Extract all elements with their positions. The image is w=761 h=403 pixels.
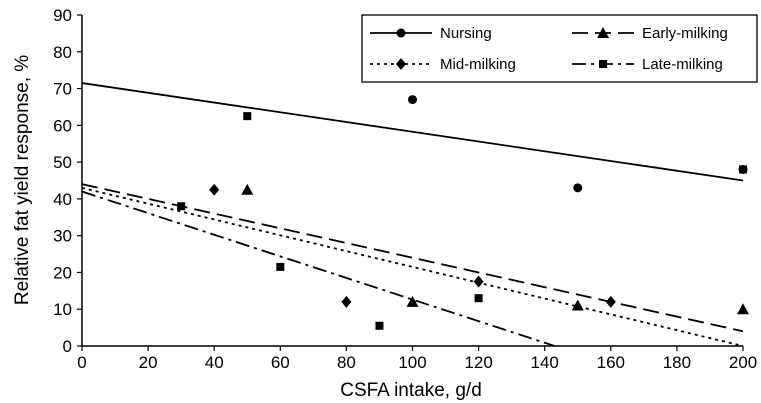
legend-label: Early-milking [642,25,728,42]
x-tick-label: 80 [337,353,356,372]
x-tick-label: 120 [464,353,492,372]
y-tick-label: 40 [53,190,72,209]
y-tick-label: 10 [53,300,72,319]
data-point [474,276,484,288]
x-tick-label: 20 [139,353,158,372]
y-tick-label: 60 [53,116,72,135]
data-point [241,184,253,195]
data-point [606,296,616,308]
x-tick-label: 140 [531,353,559,372]
legend-marker [599,60,607,68]
y-tick-label: 80 [53,43,72,62]
data-point [341,296,351,308]
data-point [475,294,483,302]
legend-label: Late-milking [642,56,723,73]
legend: Nursing Early-milking Mid-milking Late-milk… [362,15,757,82]
y-tick-label: 30 [53,227,72,246]
data-point [243,112,251,120]
series-fit-line [82,188,743,346]
y-tick-label: 20 [53,263,72,282]
y-axis-title-group: Relative fat yield response, % [12,55,33,305]
x-tick-label: 0 [77,353,86,372]
y-tick-label: 0 [63,337,72,356]
x-tick-label: 100 [398,353,426,372]
data-point [737,303,749,314]
y-tick-label: 70 [53,80,72,99]
x-tick-label: 180 [663,353,691,372]
data-point [177,202,185,210]
series-nursing [82,83,748,192]
data-point [739,165,747,173]
series-fit-line [82,192,555,346]
series-late-milking [82,112,747,346]
y-axis-title: Relative fat yield response, % [12,55,33,305]
x-tick-label: 40 [205,353,224,372]
x-tick-label: 200 [729,353,757,372]
data-point [375,322,383,330]
legend-label: Nursing [440,25,492,42]
data-point [408,95,417,104]
x-tick-label: 60 [271,353,290,372]
data-point [209,184,219,196]
x-tick-label: 160 [597,353,625,372]
data-point [573,183,582,192]
legend-label: Mid-milking [440,56,516,73]
data-point [276,263,284,271]
y-tick-label: 50 [53,153,72,172]
plot-area: 0 10 20 30 40 50 60 70 80 90 0 20 40 60 80 100 120 140 160… [53,6,757,372]
x-axis-title: CSFA intake, g/d [340,380,482,401]
legend-marker [397,29,406,38]
y-tick-label: 90 [53,6,72,25]
